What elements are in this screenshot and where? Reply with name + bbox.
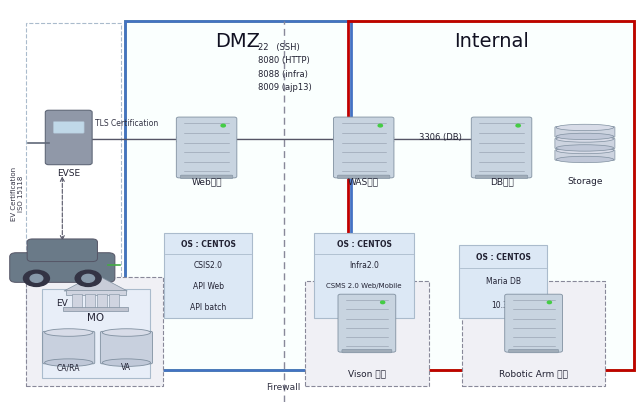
Text: MO: MO	[87, 313, 104, 322]
Text: EV Certification
ISO 15118: EV Certification ISO 15118	[11, 166, 24, 220]
Circle shape	[378, 124, 383, 127]
FancyBboxPatch shape	[164, 233, 252, 318]
FancyBboxPatch shape	[337, 175, 390, 179]
FancyBboxPatch shape	[555, 150, 615, 160]
FancyBboxPatch shape	[471, 117, 532, 178]
Text: 10.3.X: 10.3.X	[491, 301, 515, 310]
FancyBboxPatch shape	[459, 245, 547, 318]
Text: OS : CENTOS: OS : CENTOS	[181, 239, 236, 249]
Text: OS : CENTOS: OS : CENTOS	[476, 253, 531, 262]
Text: Vison 서버: Vison 서버	[348, 369, 386, 378]
FancyBboxPatch shape	[100, 331, 153, 364]
FancyBboxPatch shape	[505, 294, 562, 352]
Text: Firewall: Firewall	[267, 382, 301, 392]
FancyBboxPatch shape	[63, 307, 128, 311]
Text: Maria DB: Maria DB	[486, 277, 520, 286]
Circle shape	[516, 124, 520, 127]
Ellipse shape	[556, 156, 614, 163]
FancyBboxPatch shape	[305, 281, 429, 386]
FancyBboxPatch shape	[26, 277, 163, 386]
Circle shape	[82, 274, 95, 283]
Text: CA/RA: CA/RA	[57, 363, 80, 372]
Circle shape	[75, 270, 101, 287]
Polygon shape	[64, 274, 128, 291]
FancyBboxPatch shape	[462, 281, 605, 386]
FancyBboxPatch shape	[176, 117, 237, 178]
Circle shape	[221, 124, 225, 127]
FancyBboxPatch shape	[27, 239, 97, 262]
FancyBboxPatch shape	[97, 294, 107, 308]
FancyBboxPatch shape	[125, 21, 634, 370]
Text: TLS Certification: TLS Certification	[95, 119, 158, 128]
Ellipse shape	[556, 124, 614, 131]
Text: API Was: API Was	[349, 303, 379, 312]
FancyBboxPatch shape	[72, 294, 82, 308]
Circle shape	[381, 301, 384, 303]
Ellipse shape	[102, 359, 151, 366]
FancyBboxPatch shape	[45, 110, 92, 165]
Text: DMZ: DMZ	[215, 32, 260, 51]
Text: 22   (SSH)
8080 (HTTP)
8088 (infra)
8009 (ajp13): 22 (SSH) 8080 (HTTP) 8088 (infra) 8009 (…	[258, 43, 312, 92]
Ellipse shape	[44, 359, 93, 366]
Ellipse shape	[556, 145, 614, 151]
FancyBboxPatch shape	[555, 127, 615, 137]
Ellipse shape	[556, 136, 614, 142]
FancyBboxPatch shape	[334, 117, 394, 178]
Text: 3306 (DB): 3306 (DB)	[419, 133, 462, 142]
Text: Internal: Internal	[454, 32, 529, 51]
FancyBboxPatch shape	[475, 175, 527, 179]
FancyBboxPatch shape	[338, 294, 396, 352]
FancyBboxPatch shape	[180, 175, 232, 179]
Text: Web서버: Web서버	[191, 177, 222, 186]
Ellipse shape	[556, 147, 614, 154]
FancyBboxPatch shape	[314, 233, 414, 318]
Text: Storage: Storage	[567, 177, 603, 186]
Text: WAS서버: WAS서버	[348, 177, 379, 186]
FancyBboxPatch shape	[66, 290, 126, 295]
FancyBboxPatch shape	[10, 253, 115, 283]
Text: EVSE: EVSE	[57, 169, 80, 178]
FancyBboxPatch shape	[509, 349, 558, 353]
Text: API Web: API Web	[193, 282, 223, 291]
Text: DB서버: DB서버	[489, 177, 513, 186]
Text: API batch: API batch	[190, 303, 226, 312]
FancyBboxPatch shape	[342, 349, 392, 353]
Circle shape	[547, 301, 551, 303]
FancyBboxPatch shape	[84, 294, 95, 308]
Text: VA: VA	[122, 363, 131, 372]
FancyBboxPatch shape	[555, 138, 615, 149]
Ellipse shape	[556, 133, 614, 139]
Text: EV: EV	[57, 299, 68, 308]
Text: Infra2.0: Infra2.0	[349, 260, 379, 270]
FancyBboxPatch shape	[53, 122, 84, 133]
FancyBboxPatch shape	[109, 294, 119, 308]
Text: OS : CENTOS: OS : CENTOS	[337, 239, 392, 249]
Text: Robotic Arm 서버: Robotic Arm 서버	[499, 369, 568, 378]
Circle shape	[30, 274, 43, 283]
Text: CSIS2.0: CSIS2.0	[194, 260, 223, 270]
Ellipse shape	[102, 329, 151, 336]
Ellipse shape	[44, 329, 93, 336]
FancyBboxPatch shape	[43, 331, 95, 364]
Text: CSMS 2.0 Web/Mobile: CSMS 2.0 Web/Mobile	[327, 283, 402, 289]
FancyBboxPatch shape	[42, 289, 150, 378]
Circle shape	[23, 270, 50, 287]
